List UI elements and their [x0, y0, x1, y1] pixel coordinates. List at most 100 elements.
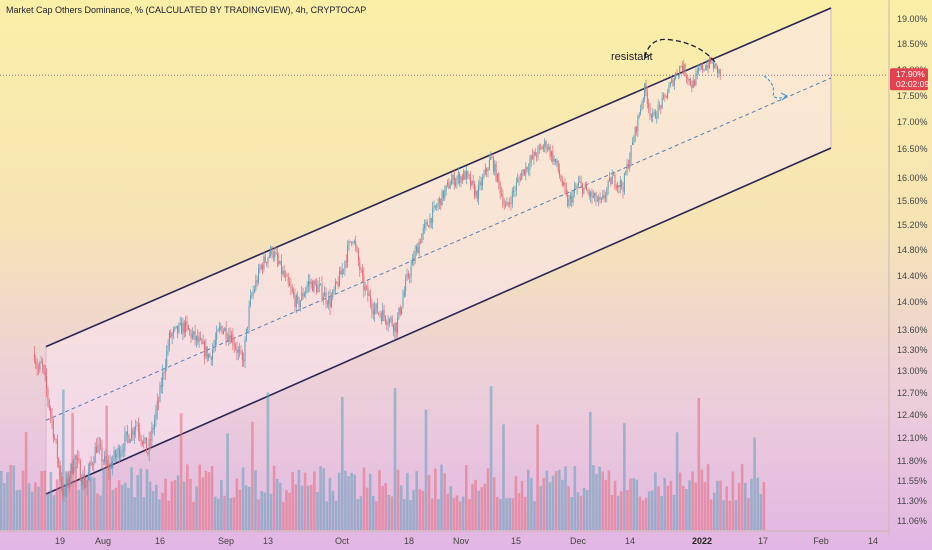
candle-body [650, 114, 652, 118]
volume-bar [573, 466, 577, 530]
volume-bar [40, 471, 43, 530]
volume-bar [306, 485, 310, 530]
candle [604, 191, 606, 203]
candle [352, 240, 354, 246]
candle [90, 456, 92, 467]
volume-bar [68, 470, 71, 530]
candle-body [307, 280, 309, 286]
annotation-arc-tail [644, 52, 651, 59]
candle [583, 187, 585, 195]
volume-bar [558, 469, 561, 530]
candle [615, 183, 617, 191]
candle [167, 339, 169, 356]
volume-bar [585, 490, 589, 530]
candle-body [457, 173, 459, 179]
volume-bar [762, 481, 766, 530]
candle [529, 155, 531, 177]
candle-body [692, 80, 694, 89]
candle-body [455, 182, 457, 186]
price-tick-label: 15.20% [897, 220, 928, 230]
volume-bar [238, 489, 242, 530]
price-tick-label: 16.50% [897, 144, 928, 154]
price-axis[interactable]: 19.00%18.50%18.00%17.50%17.00%16.50%16.0… [888, 0, 929, 535]
candle [425, 219, 427, 232]
candle-body [326, 302, 328, 305]
candle [244, 336, 246, 368]
candle-body [422, 228, 424, 234]
volume-bar [703, 482, 707, 530]
candle-body [717, 65, 719, 73]
candle [112, 455, 114, 476]
candle-body [702, 64, 704, 71]
candle [218, 321, 220, 334]
candle-body [232, 334, 234, 345]
candle-body [663, 94, 665, 98]
candle-body [139, 431, 141, 437]
candle [642, 96, 644, 110]
volume-bar [49, 472, 53, 530]
volume-bar [93, 477, 96, 530]
time-tick-label: 16 [155, 536, 165, 546]
volume-bar [632, 478, 635, 530]
channel-drawing[interactable] [0, 7, 888, 495]
candle [644, 82, 646, 103]
candle-body [201, 339, 203, 344]
time-tick-label: 18 [404, 536, 414, 546]
volume-bar [412, 490, 415, 530]
candle [603, 189, 605, 202]
candle [70, 462, 72, 487]
candle [79, 458, 81, 481]
candle-body [325, 292, 327, 303]
candle-body [347, 245, 349, 263]
candle [193, 331, 195, 340]
volume-bar [316, 492, 319, 530]
candle-body [309, 280, 311, 284]
candle [463, 169, 465, 181]
candle [464, 169, 466, 180]
candle [353, 239, 355, 245]
candle-body [306, 285, 308, 291]
volume-bar [139, 468, 143, 530]
time-tick-label: 19 [55, 536, 65, 546]
candle-body [314, 280, 316, 285]
candle-body [463, 171, 465, 180]
candle-body [482, 177, 484, 186]
candle-body [278, 260, 280, 264]
candle-body [109, 462, 111, 471]
volume-bar [108, 470, 112, 530]
candle [383, 304, 385, 322]
volume-bar [669, 480, 673, 530]
candle-body [631, 141, 633, 146]
candle [563, 181, 565, 187]
candle [420, 238, 422, 245]
volume-bar [477, 490, 480, 530]
candle-body [177, 325, 179, 333]
candle-body [357, 250, 359, 262]
time-axis[interactable]: 19 Aug 16 Sep 13 Oct 18 Nov 15 Dec 14 2022 17 Feb 14 [0, 530, 888, 546]
candle-body [36, 364, 38, 370]
candle [186, 315, 188, 332]
volume-bar [390, 496, 394, 530]
time-tick-label: Dec [570, 536, 587, 546]
candle-body [206, 346, 208, 359]
candle-body [394, 322, 396, 332]
candle [355, 235, 357, 252]
candle-body [64, 488, 66, 491]
last-price-tag [890, 68, 928, 91]
volume-bar [747, 497, 750, 530]
candle-body [495, 163, 497, 181]
candle [89, 460, 91, 482]
candle-body [290, 285, 292, 289]
candle [151, 421, 153, 446]
candle-body [140, 436, 142, 442]
candle-body [583, 187, 585, 194]
candle [129, 438, 131, 443]
candle [387, 315, 389, 332]
candle-body [359, 261, 361, 271]
candle [303, 291, 305, 298]
volume-bar [325, 501, 329, 530]
candle-body [91, 463, 93, 465]
candle-body [187, 325, 189, 330]
volume-bar [148, 481, 152, 530]
